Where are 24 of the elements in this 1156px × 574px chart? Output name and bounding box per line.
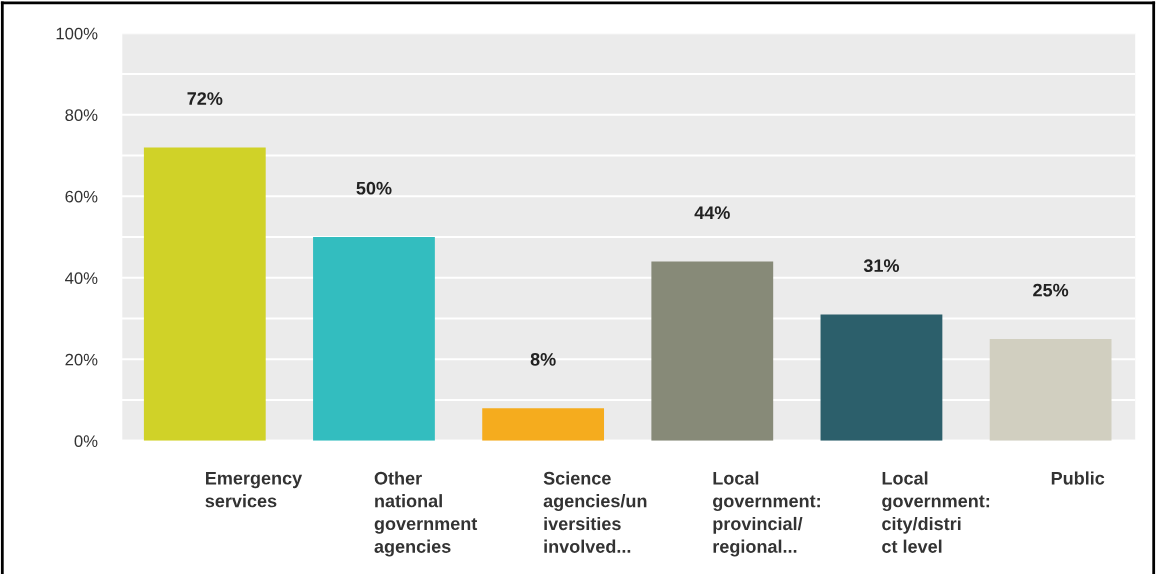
bar <box>651 261 774 441</box>
data-label: 8% <box>530 352 556 366</box>
data-label: 44% <box>694 206 730 220</box>
data-label: 72% <box>187 92 223 105</box>
y-tick-label: 100% <box>56 27 98 40</box>
x-tick-label: Local government: provincial/ regional... <box>713 471 820 557</box>
bar <box>143 147 266 441</box>
bar <box>482 408 605 441</box>
y-tick-label: 20% <box>65 353 98 366</box>
y-tick-label: 60% <box>65 190 98 203</box>
y-tick-label: 0% <box>74 435 98 448</box>
data-label: 25% <box>1033 283 1069 297</box>
bar <box>989 338 1112 441</box>
x-tick-label: Public <box>1051 471 1105 485</box>
x-tick-label: Local government: city/distri ct level <box>882 471 990 553</box>
x-tick-label: Other national government agencies <box>374 471 478 557</box>
y-tick-label: 80% <box>65 109 98 121</box>
x-tick-label: Science agencies/un iversities involved... <box>543 471 647 553</box>
data-label: 31% <box>863 259 900 273</box>
data-label: 50% <box>356 181 392 195</box>
y-tick-label: 40% <box>65 272 98 285</box>
bar <box>820 314 943 441</box>
x-tick-label: Emergency services <box>205 471 303 508</box>
bar <box>313 237 435 441</box>
